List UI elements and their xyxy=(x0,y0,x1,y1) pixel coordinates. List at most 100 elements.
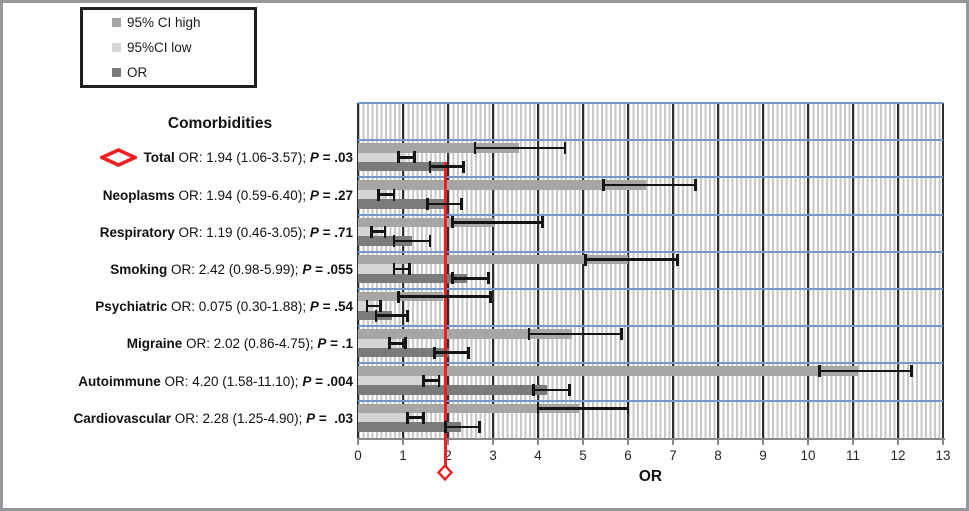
x-tick-label: 7 xyxy=(669,448,677,463)
bar-ci-high xyxy=(358,329,572,339)
major-gridline xyxy=(852,103,854,438)
p-symbol: P xyxy=(302,261,312,277)
legend-item: 95% CI high xyxy=(83,10,254,35)
x-axis-tick xyxy=(717,438,719,445)
major-gridline xyxy=(537,103,539,438)
legend-swatch-0 xyxy=(112,18,121,27)
x-tick-label: 4 xyxy=(534,448,542,463)
bar-ci-low xyxy=(358,301,372,311)
category-name: Neoplasms xyxy=(102,187,175,203)
category-label-row: Migraine OR: 2.02 (0.86-4.75); P = .1 xyxy=(127,334,353,354)
category-name: Smoking xyxy=(110,261,168,277)
x-axis-tick xyxy=(762,438,764,445)
whisker-cap xyxy=(428,160,432,173)
whisker-cap xyxy=(406,309,409,322)
legend-item: 95%CI low xyxy=(83,35,254,60)
reference-diamond-icon xyxy=(437,463,454,482)
bar-ci-high xyxy=(358,403,579,413)
category-label-row: Autoimmune OR: 4.20 (1.58-11.10); P = .0… xyxy=(78,371,353,391)
category-name: Total xyxy=(143,150,175,166)
category-label-row: Total OR: 1.94 (1.06-3.57); P = .03 xyxy=(99,148,353,168)
x-tick-label: 2 xyxy=(444,448,452,463)
bar-or xyxy=(358,348,449,358)
legend-item-label: OR xyxy=(127,65,148,80)
x-axis-tick xyxy=(402,438,404,445)
legend: 95% CI high 95%CI low OR xyxy=(80,7,257,88)
x-axis-tick xyxy=(852,438,854,445)
whisker-cap xyxy=(541,216,544,229)
whisker-cap xyxy=(601,179,605,192)
whisker-cap xyxy=(392,235,396,248)
category-stats: OR: 4.20 (1.58-11.10); xyxy=(160,373,303,389)
category-stats: OR: 2.02 (0.86-4.75); xyxy=(182,336,318,352)
total-diamond-icon xyxy=(99,148,137,168)
major-gridline xyxy=(717,103,719,438)
whisker-cap xyxy=(676,253,679,266)
whisker-line xyxy=(452,276,489,280)
p-symbol: P xyxy=(302,373,312,389)
bar-ci-low xyxy=(358,152,406,162)
p-value: = .055 xyxy=(311,261,353,277)
bar-ci-high xyxy=(358,180,646,190)
major-gridline xyxy=(492,103,494,438)
whisker-line xyxy=(427,202,462,206)
whisker-cap xyxy=(374,309,378,322)
legend-swatch-2 xyxy=(112,68,121,77)
whisker-cap xyxy=(460,197,463,210)
p-value: = .03 xyxy=(318,150,353,166)
legend-item: OR xyxy=(83,60,254,85)
whisker-line xyxy=(376,314,408,317)
whisker-line xyxy=(394,267,410,271)
x-axis-tick xyxy=(582,438,584,445)
bar-ci-high xyxy=(358,217,496,227)
whisker-cap xyxy=(428,235,432,248)
whisker-cap xyxy=(536,402,540,415)
bar-ci-low xyxy=(358,375,430,386)
bar-ci-low xyxy=(358,338,397,348)
whisker-cap xyxy=(421,374,425,387)
legend-item-label: 95%CI low xyxy=(127,40,192,55)
whisker-cap xyxy=(478,421,481,434)
p-symbol: P xyxy=(309,187,319,203)
x-axis-tick xyxy=(807,438,809,445)
whisker-cap xyxy=(619,327,623,340)
x-axis-line xyxy=(358,438,945,440)
category-name: Autoimmune xyxy=(78,373,161,389)
whisker-cap xyxy=(388,337,391,350)
category-label-row: Psychiatric OR: 0.075 (0.30-1.88); P = .… xyxy=(95,297,353,317)
bar-ci-high xyxy=(358,254,628,265)
whisker-cap xyxy=(583,253,587,266)
whisker-cap xyxy=(489,290,493,303)
legend-swatch-1 xyxy=(112,43,121,52)
x-tick-label: 10 xyxy=(800,448,816,463)
whisker-cap xyxy=(365,300,369,313)
x-axis-tick xyxy=(942,438,944,445)
whisker-line xyxy=(452,220,543,224)
band-separator-line xyxy=(358,102,943,104)
category-label-row: Smoking OR: 2.42 (0.98-5.99); P = .055 xyxy=(110,259,353,279)
x-tick-label: 12 xyxy=(890,448,906,463)
x-axis-tick xyxy=(897,438,899,445)
p-value: = .54 xyxy=(318,299,353,315)
major-gridline xyxy=(762,103,764,438)
whisker-cap xyxy=(473,141,477,154)
x-tick-label: 11 xyxy=(845,448,860,463)
category-name: Migraine xyxy=(126,336,183,352)
major-gridline xyxy=(897,103,899,438)
whisker-cap xyxy=(397,151,400,164)
whisker-cap xyxy=(421,411,425,424)
bar-ci-high xyxy=(358,366,858,376)
p-value: = .1 xyxy=(326,336,353,352)
bar-ci-low xyxy=(358,189,385,200)
x-tick-label: 9 xyxy=(759,448,767,463)
major-gridline xyxy=(807,103,809,438)
whisker-cap xyxy=(406,411,409,424)
x-axis-title: OR xyxy=(638,468,663,485)
whisker-cap xyxy=(487,272,490,285)
whisker-cap xyxy=(370,225,373,238)
x-axis-tick xyxy=(357,438,359,445)
whisker-line xyxy=(394,239,430,243)
whisker-cap xyxy=(466,346,470,359)
bar-or xyxy=(358,162,446,172)
whisker-line xyxy=(585,258,678,261)
